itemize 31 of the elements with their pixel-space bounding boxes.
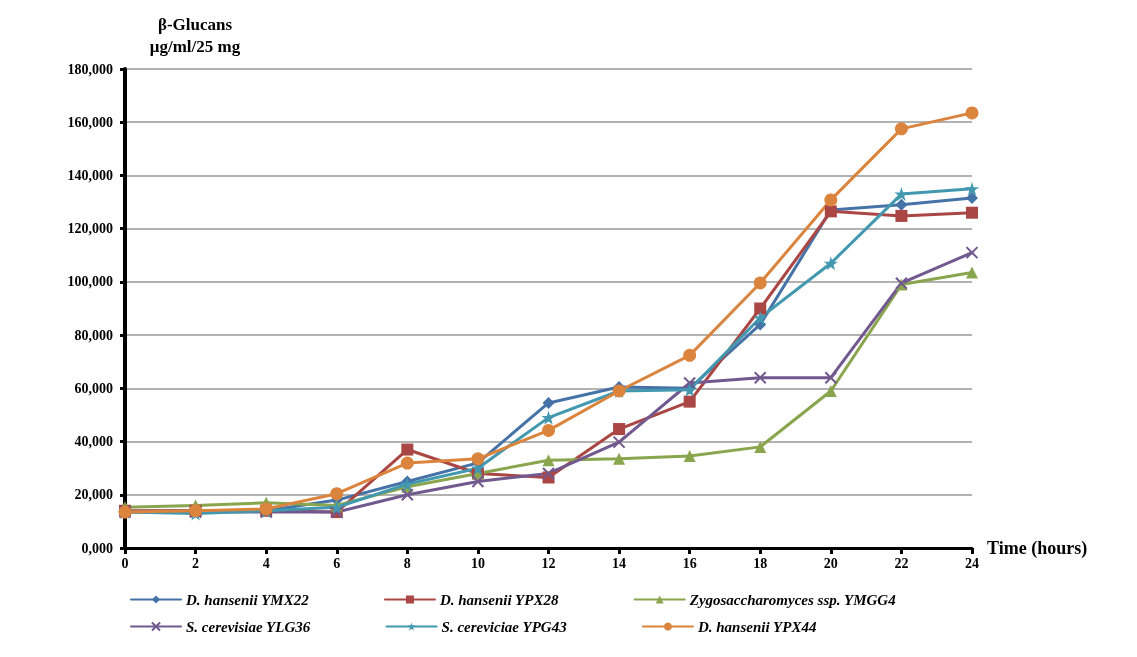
legend-label: S. cereviciae YPG43 [441,618,568,635]
legend-label: D. hansenii YMX22 [185,591,310,608]
x-tick-label: 10 [470,555,485,571]
y-tick-label: 80,000 [74,327,113,343]
y-tick-label: 20,000 [74,487,113,503]
x-tick-label: 14 [612,555,627,571]
x-tick-label: 8 [403,555,411,571]
x-tick-label: 24 [965,555,979,571]
y-tick-label: 100,000 [67,274,113,290]
x-tick-label: 18 [753,555,768,571]
x-axis-title: Time (hours) [987,538,1088,559]
x-tick-label: 2 [192,555,200,571]
legend-label: Zygosaccharomyces ssp. YMGG4 [688,591,897,608]
y-tick-label: 120,000 [67,221,113,237]
y-axis-title: β-Glucans μg/ml/25 mg [149,14,241,56]
x-tick-label: 4 [262,555,270,571]
x-tick-label: 16 [682,555,697,571]
y-tick-label: 0,000 [81,540,113,556]
y-tick-label: 40,000 [74,434,113,450]
x-tick-label: 6 [333,555,341,571]
x-tick-label: 0 [121,555,129,571]
y-tick-label: 140,000 [67,167,113,183]
x-tick-label: 12 [541,555,556,571]
y-tick-label: 180,000 [67,61,113,77]
legend-label: S. cerevisiae YLG36 [186,618,311,635]
y-tick-label: 160,000 [67,114,113,130]
legend-label: D. hansenii YPX44 [696,618,817,635]
legend-label: D. hansenii YPX28 [438,591,559,608]
x-tick-label: 20 [823,555,838,571]
x-tick-label: 22 [894,555,909,571]
y-tick-label: 60,000 [74,380,113,396]
